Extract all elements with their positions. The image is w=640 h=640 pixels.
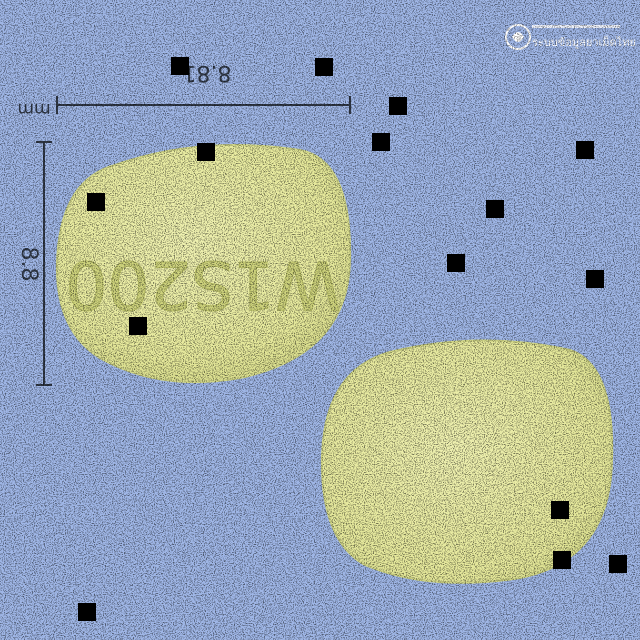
noise-blocks xyxy=(78,57,627,621)
